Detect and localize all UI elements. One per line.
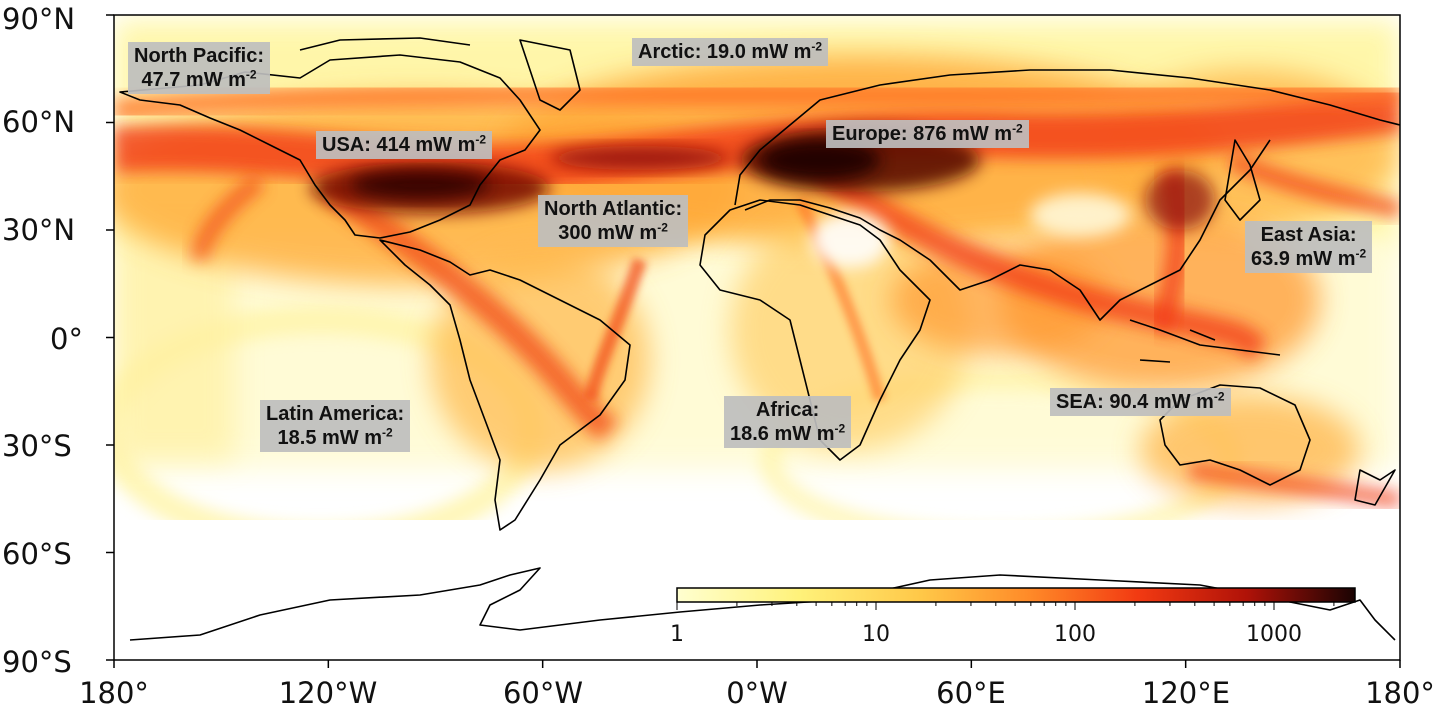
unit-exponent: -2 <box>475 132 487 147</box>
x-tick-label: 60°W <box>502 676 584 710</box>
region-label-europe: Europe: 876 mW m-2 <box>826 120 1029 148</box>
tick-marks <box>106 14 1401 668</box>
region-value: 90.4 mW m <box>1109 391 1214 413</box>
region-name: North Atlantic: <box>544 198 683 220</box>
region-name: SEA: <box>1056 391 1104 413</box>
y-tick-label: 30°N <box>2 213 76 247</box>
unit-exponent: -2 <box>1355 246 1367 261</box>
region-name: Europe: <box>832 123 908 145</box>
region-value: 876 mW m <box>913 123 1013 145</box>
region-name: East Asia: <box>1260 224 1357 246</box>
x-tick-label: 180° <box>1365 676 1435 710</box>
colorbar-tick-label: 100 <box>1054 622 1096 647</box>
region-value: 63.9 mW m <box>1251 248 1356 270</box>
x-tick-label: 180° <box>79 676 149 710</box>
y-tick-label: 60°N <box>2 105 76 139</box>
region-name: North Pacific: <box>134 45 265 67</box>
region-name: Africa: <box>755 399 820 421</box>
unit-exponent: -2 <box>811 39 823 54</box>
x-tick-label: 0°W <box>726 676 788 710</box>
x-tick-label: 120°E <box>1141 676 1231 710</box>
heat-layer <box>114 20 1400 660</box>
region-label-arctic: Arctic: 19.0 mW m-2 <box>632 38 829 66</box>
unit-exponent: -2 <box>382 425 393 440</box>
unit-exponent: -2 <box>1213 389 1225 404</box>
region-value: 300 mW m <box>558 222 658 244</box>
region-name: Latin America: <box>266 403 405 425</box>
unit-exponent: -2 <box>245 67 257 82</box>
region-label-sea: SEA: 90.4 mW m-2 <box>1050 388 1231 416</box>
region-value: 19.0 mW m <box>706 41 812 63</box>
region-name: USA: <box>322 134 371 156</box>
colorbar-tick-label: 10 <box>862 622 890 647</box>
colorbar-tick-label: 1 <box>670 622 684 647</box>
region-label-north-atlantic: North Atlantic: 300 mW m-2 <box>538 195 689 247</box>
colorbar-tick-label: 1000 <box>1246 622 1302 647</box>
region-value: 47.7 mW m <box>141 69 246 91</box>
region-value: 18.6 mW m <box>730 423 835 445</box>
region-label-latin-america: Latin America: 18.5 mW m-2 <box>260 400 411 452</box>
region-label-usa: USA: 414 mW m-2 <box>316 131 493 159</box>
region-label-north-pacific: North Pacific: 47.7 mW m-2 <box>128 42 271 94</box>
region-label-east-asia: East Asia: 63.9 mW m-2 <box>1245 221 1373 273</box>
y-tick-label: 90°N <box>2 2 76 36</box>
region-label-africa: Africa: 18.6 mW m-2 <box>724 396 852 448</box>
x-tick-label: 60°E <box>936 676 1006 710</box>
x-tick-label: 120°W <box>278 676 378 710</box>
region-value: 414 mW m <box>376 134 476 156</box>
y-tick-label: 30°S <box>2 429 72 463</box>
colorbar <box>676 587 1356 603</box>
y-tick-label: 90°S <box>2 645 72 679</box>
unit-exponent: -2 <box>834 421 846 436</box>
y-tick-label: 0° <box>50 322 83 356</box>
unit-exponent: -2 <box>1012 121 1023 136</box>
colorbar-ticks <box>676 602 1335 610</box>
region-name: Arctic: <box>638 41 702 63</box>
region-value: 18.5 mW m <box>277 427 382 449</box>
y-tick-label: 60°S <box>2 537 72 571</box>
unit-exponent: -2 <box>657 220 668 235</box>
